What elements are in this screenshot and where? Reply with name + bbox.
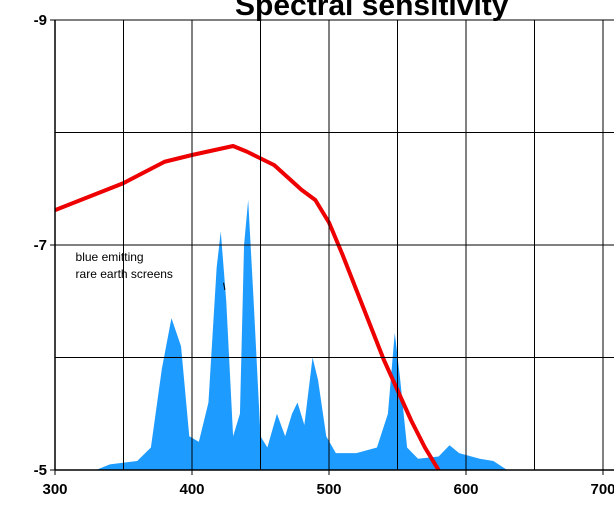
y-tick-label: -7 — [34, 237, 47, 254]
x-tick-label: 700 — [590, 481, 614, 498]
x-tick-label: 500 — [316, 481, 341, 498]
sensitivity-line — [55, 144, 441, 470]
plot-area — [55, 144, 508, 470]
y-tick-label: -9 — [34, 12, 47, 29]
annotation-text: blue emitting — [76, 250, 144, 264]
spectrum-area — [96, 200, 508, 470]
chart-title: Spectral sensitivity — [235, 0, 509, 22]
x-tick-label: 400 — [179, 481, 204, 498]
x-tick-label: 600 — [453, 481, 478, 498]
y-tick-label: -5 — [34, 462, 47, 479]
x-tick-label: 300 — [42, 481, 67, 498]
axes: 300 400 500 600 700 -9 -7 -5 blue emitting rare e… — [34, 12, 614, 498]
annotation-text: rare earth screens — [76, 267, 173, 281]
annotation-arrow — [223, 282, 226, 291]
